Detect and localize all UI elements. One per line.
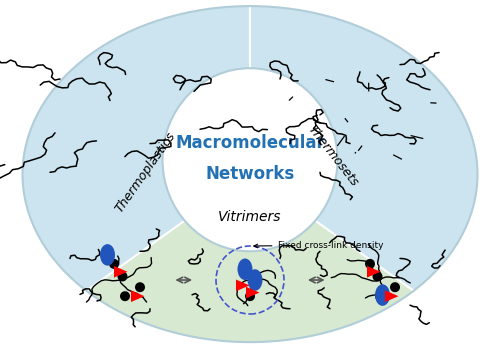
Circle shape bbox=[118, 271, 128, 281]
Polygon shape bbox=[385, 290, 398, 302]
Text: Vitrimers: Vitrimers bbox=[218, 210, 282, 224]
Text: Thermosets: Thermosets bbox=[304, 123, 360, 189]
Polygon shape bbox=[236, 280, 250, 291]
Polygon shape bbox=[250, 6, 478, 291]
Ellipse shape bbox=[162, 68, 338, 251]
Polygon shape bbox=[246, 287, 260, 298]
Text: Fixed cross-link density: Fixed cross-link density bbox=[254, 241, 383, 250]
Polygon shape bbox=[367, 266, 380, 278]
Polygon shape bbox=[22, 6, 250, 291]
Circle shape bbox=[375, 291, 385, 301]
Polygon shape bbox=[114, 266, 128, 278]
Circle shape bbox=[120, 291, 130, 301]
Polygon shape bbox=[86, 174, 413, 342]
Circle shape bbox=[365, 259, 375, 269]
Text: Networks: Networks bbox=[206, 165, 294, 183]
Circle shape bbox=[372, 271, 382, 281]
Circle shape bbox=[245, 291, 255, 301]
Text: Macromolecular: Macromolecular bbox=[175, 134, 325, 151]
Ellipse shape bbox=[375, 284, 390, 306]
Text: Thermoplastics: Thermoplastics bbox=[112, 130, 178, 215]
Ellipse shape bbox=[248, 269, 262, 291]
Ellipse shape bbox=[100, 244, 115, 266]
Polygon shape bbox=[131, 290, 144, 302]
Circle shape bbox=[390, 282, 400, 292]
Circle shape bbox=[109, 259, 119, 269]
Ellipse shape bbox=[238, 258, 252, 280]
Circle shape bbox=[135, 282, 145, 292]
